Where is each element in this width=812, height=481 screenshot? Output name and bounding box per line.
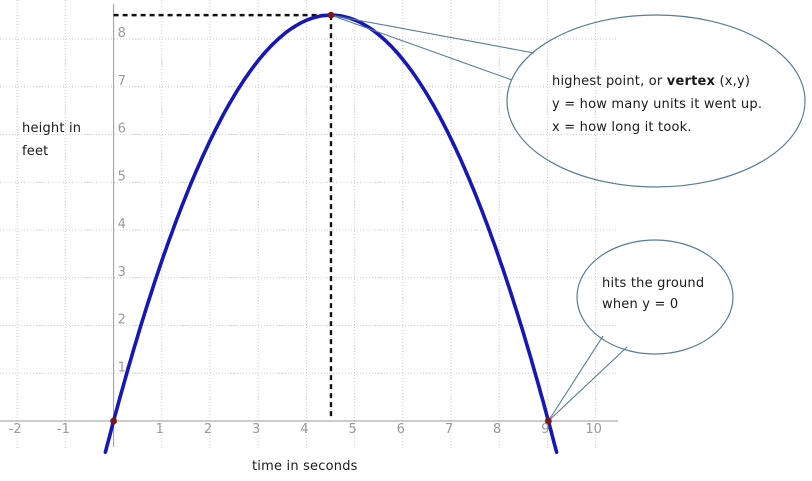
vertex-bubble-line1: highest point, or vertex (x,y) [552, 70, 762, 93]
vertex-bubble-outline [506, 14, 806, 188]
vertex-bubble-tail-line [330, 14, 513, 81]
y-tick-label: 3 [118, 265, 126, 280]
x-tick-label: -2 [9, 422, 22, 437]
y-tick-label: 4 [118, 217, 126, 232]
y-tick-label: 8 [118, 26, 126, 41]
vertex-bubble-line2: y = how many units it went up. [552, 97, 763, 112]
x-tick-label: 10 [585, 422, 602, 437]
vertex-bubble-line1-bold: vertex [666, 74, 716, 89]
y-tick-label: 1 [118, 360, 126, 375]
y-tick-label: 6 [118, 122, 126, 137]
vertex-bubble-text: highest point, or vertex (x,y) y = how m… [552, 70, 762, 139]
ground-bubble-text: hits the ground when y = 0 [602, 273, 704, 315]
launch-point [110, 417, 117, 425]
x-tick-label: 7 [445, 422, 453, 437]
y-axis-title: height in feet [22, 121, 82, 159]
x-tick-label: 6 [397, 422, 405, 437]
vertex-bubble-line3: x = how long it took. [552, 120, 692, 135]
ground-bubble-line2: when y = 0 [602, 297, 679, 312]
x-tick-label: 8 [493, 422, 501, 437]
vertex-bubble-tail-line [330, 14, 535, 54]
x-tick-label: 9 [541, 422, 549, 437]
x-tick-label: 4 [300, 422, 308, 437]
ground-bubble-tail-line [547, 346, 628, 422]
x-tick-label: 5 [348, 422, 356, 437]
vertex-bubble-line1-prefix: highest point, or [552, 74, 667, 89]
x-axis-title: time in seconds [252, 459, 358, 474]
landing-point [544, 417, 552, 425]
ground-bubble-line1: hits the ground [602, 276, 705, 291]
y-tick-label: 5 [118, 169, 126, 184]
y-tick-label: 7 [118, 74, 126, 89]
vertex-point [327, 11, 335, 19]
x-tick-label: 2 [204, 422, 212, 437]
ground-bubble-outline [576, 239, 734, 355]
x-tick-label: 3 [252, 422, 260, 437]
y-tick-label: 2 [118, 313, 126, 328]
vertex-bubble-line1-suffix: (x,y) [715, 74, 751, 89]
x-tick-label: -1 [57, 422, 70, 437]
ground-bubble-tail-line [547, 335, 604, 422]
x-tick-label: 1 [156, 422, 164, 437]
